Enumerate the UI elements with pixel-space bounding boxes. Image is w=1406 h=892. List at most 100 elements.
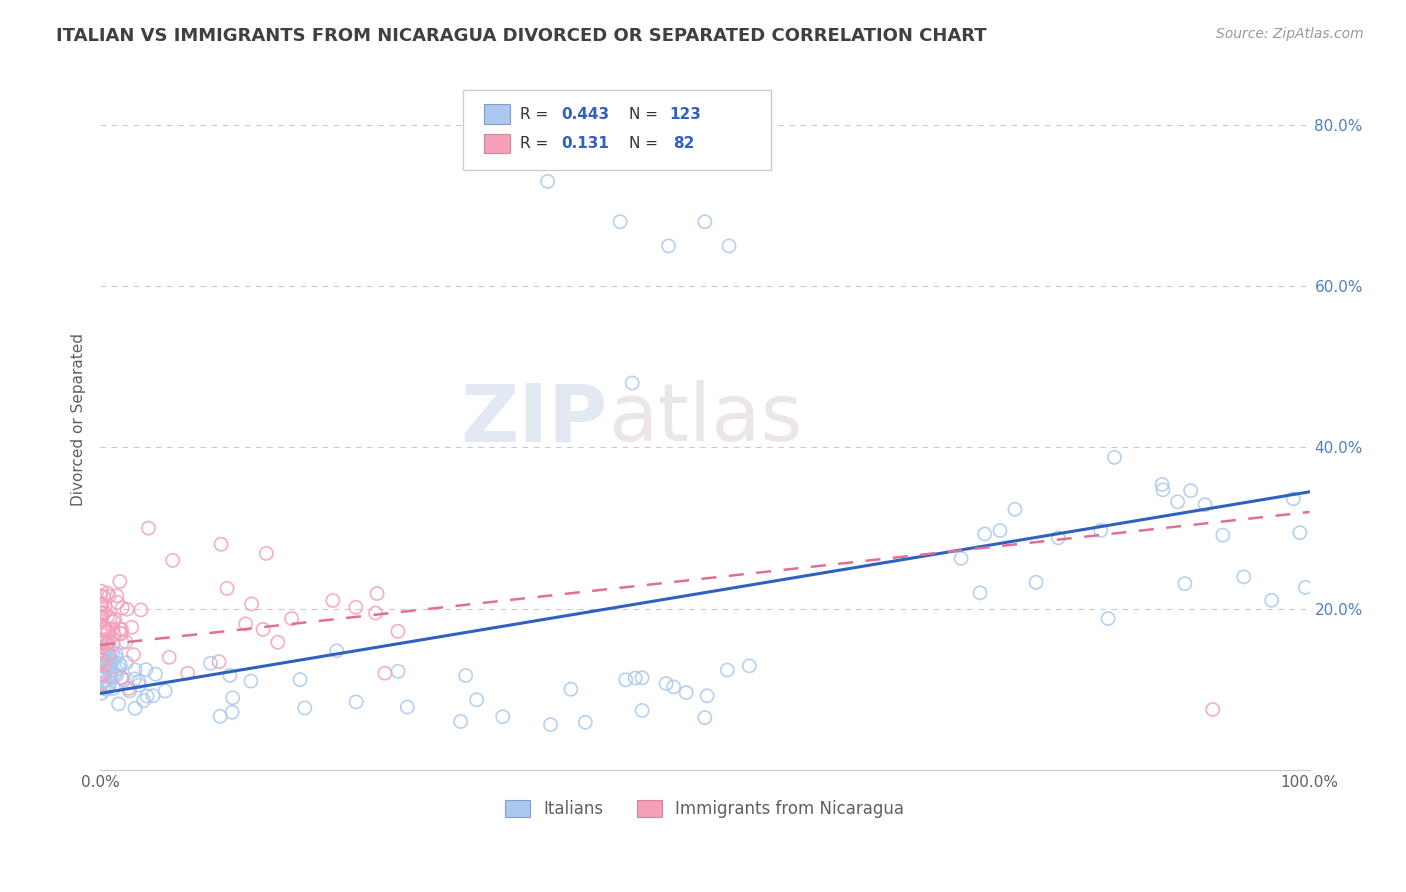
Text: 0.443: 0.443 bbox=[561, 107, 609, 121]
Point bbox=[91, 640, 114, 654]
Point bbox=[221, 706, 243, 720]
Point bbox=[89, 635, 111, 649]
Point bbox=[560, 682, 582, 697]
Point bbox=[98, 664, 121, 678]
Point bbox=[208, 655, 231, 669]
Point bbox=[364, 606, 387, 620]
Point bbox=[294, 701, 316, 715]
Point bbox=[90, 676, 112, 690]
Point bbox=[465, 692, 488, 706]
Point bbox=[101, 622, 124, 636]
Point bbox=[662, 680, 685, 694]
Point bbox=[209, 537, 232, 551]
Text: 123: 123 bbox=[669, 107, 702, 121]
Point bbox=[209, 709, 232, 723]
Point bbox=[96, 682, 118, 697]
Point bbox=[96, 624, 118, 639]
Text: ITALIAN VS IMMIGRANTS FROM NICARAGUA DIVORCED OR SEPARATED CORRELATION CHART: ITALIAN VS IMMIGRANTS FROM NICARAGUA DIV… bbox=[56, 27, 987, 45]
Point bbox=[121, 620, 143, 634]
Point bbox=[93, 590, 115, 604]
Point bbox=[90, 636, 112, 650]
Point bbox=[90, 640, 112, 655]
Bar bbox=[484, 104, 510, 124]
Point bbox=[96, 641, 118, 656]
Point bbox=[89, 670, 111, 684]
Point bbox=[97, 679, 120, 693]
Point bbox=[157, 650, 180, 665]
Point bbox=[1174, 576, 1197, 591]
Point bbox=[115, 635, 138, 649]
Point bbox=[94, 670, 117, 684]
Point bbox=[129, 603, 152, 617]
Point bbox=[387, 624, 409, 639]
Point bbox=[1294, 580, 1316, 594]
Point bbox=[103, 615, 125, 629]
Point bbox=[98, 650, 121, 665]
Text: ZIP: ZIP bbox=[461, 380, 607, 458]
Legend: Italians, Immigrants from Nicaragua: Italians, Immigrants from Nicaragua bbox=[499, 793, 911, 825]
Point bbox=[450, 714, 472, 729]
Point bbox=[624, 671, 647, 685]
Point bbox=[107, 661, 129, 675]
Point bbox=[97, 680, 120, 694]
Text: N =: N = bbox=[628, 136, 662, 151]
Point bbox=[322, 593, 344, 607]
Point bbox=[1202, 702, 1225, 716]
Point bbox=[222, 690, 245, 705]
Point bbox=[112, 673, 135, 688]
Point bbox=[1212, 528, 1234, 542]
Point bbox=[98, 664, 121, 678]
Point bbox=[90, 659, 112, 673]
Point bbox=[1289, 525, 1312, 540]
Point bbox=[96, 638, 118, 652]
Point bbox=[132, 694, 155, 708]
Point bbox=[621, 376, 644, 390]
Point bbox=[96, 673, 118, 687]
Point bbox=[657, 239, 679, 253]
Text: N =: N = bbox=[628, 107, 662, 121]
Bar bbox=[484, 134, 510, 153]
Point bbox=[738, 659, 761, 673]
Point bbox=[97, 679, 120, 693]
Point bbox=[98, 610, 121, 624]
Point bbox=[1025, 575, 1047, 590]
Point bbox=[97, 625, 120, 640]
Point bbox=[288, 673, 311, 687]
Point bbox=[280, 611, 302, 625]
Point bbox=[1167, 495, 1189, 509]
FancyBboxPatch shape bbox=[463, 89, 772, 170]
Point bbox=[94, 632, 117, 647]
Point bbox=[693, 710, 716, 724]
Point bbox=[90, 632, 112, 647]
Point bbox=[115, 656, 138, 670]
Point bbox=[267, 635, 290, 649]
Point bbox=[696, 689, 718, 703]
Point bbox=[1004, 502, 1026, 516]
Point bbox=[325, 644, 347, 658]
Point bbox=[90, 686, 112, 700]
Point bbox=[93, 658, 115, 673]
Point bbox=[105, 589, 128, 603]
Point bbox=[94, 659, 117, 673]
Point bbox=[969, 586, 991, 600]
Point bbox=[103, 627, 125, 641]
Point bbox=[107, 697, 129, 711]
Point bbox=[1282, 491, 1305, 506]
Point bbox=[110, 626, 132, 640]
Point bbox=[122, 648, 145, 662]
Point bbox=[90, 614, 112, 628]
Point bbox=[128, 678, 150, 692]
Point bbox=[97, 634, 120, 648]
Point bbox=[1090, 524, 1112, 538]
Point bbox=[107, 595, 129, 609]
Point bbox=[128, 674, 150, 689]
Point bbox=[105, 668, 128, 682]
Point bbox=[104, 650, 127, 665]
Point bbox=[100, 653, 122, 667]
Point bbox=[94, 623, 117, 637]
Point bbox=[93, 681, 115, 695]
Point bbox=[93, 667, 115, 681]
Text: atlas: atlas bbox=[607, 380, 803, 458]
Point bbox=[988, 524, 1011, 538]
Text: R =: R = bbox=[520, 136, 553, 151]
